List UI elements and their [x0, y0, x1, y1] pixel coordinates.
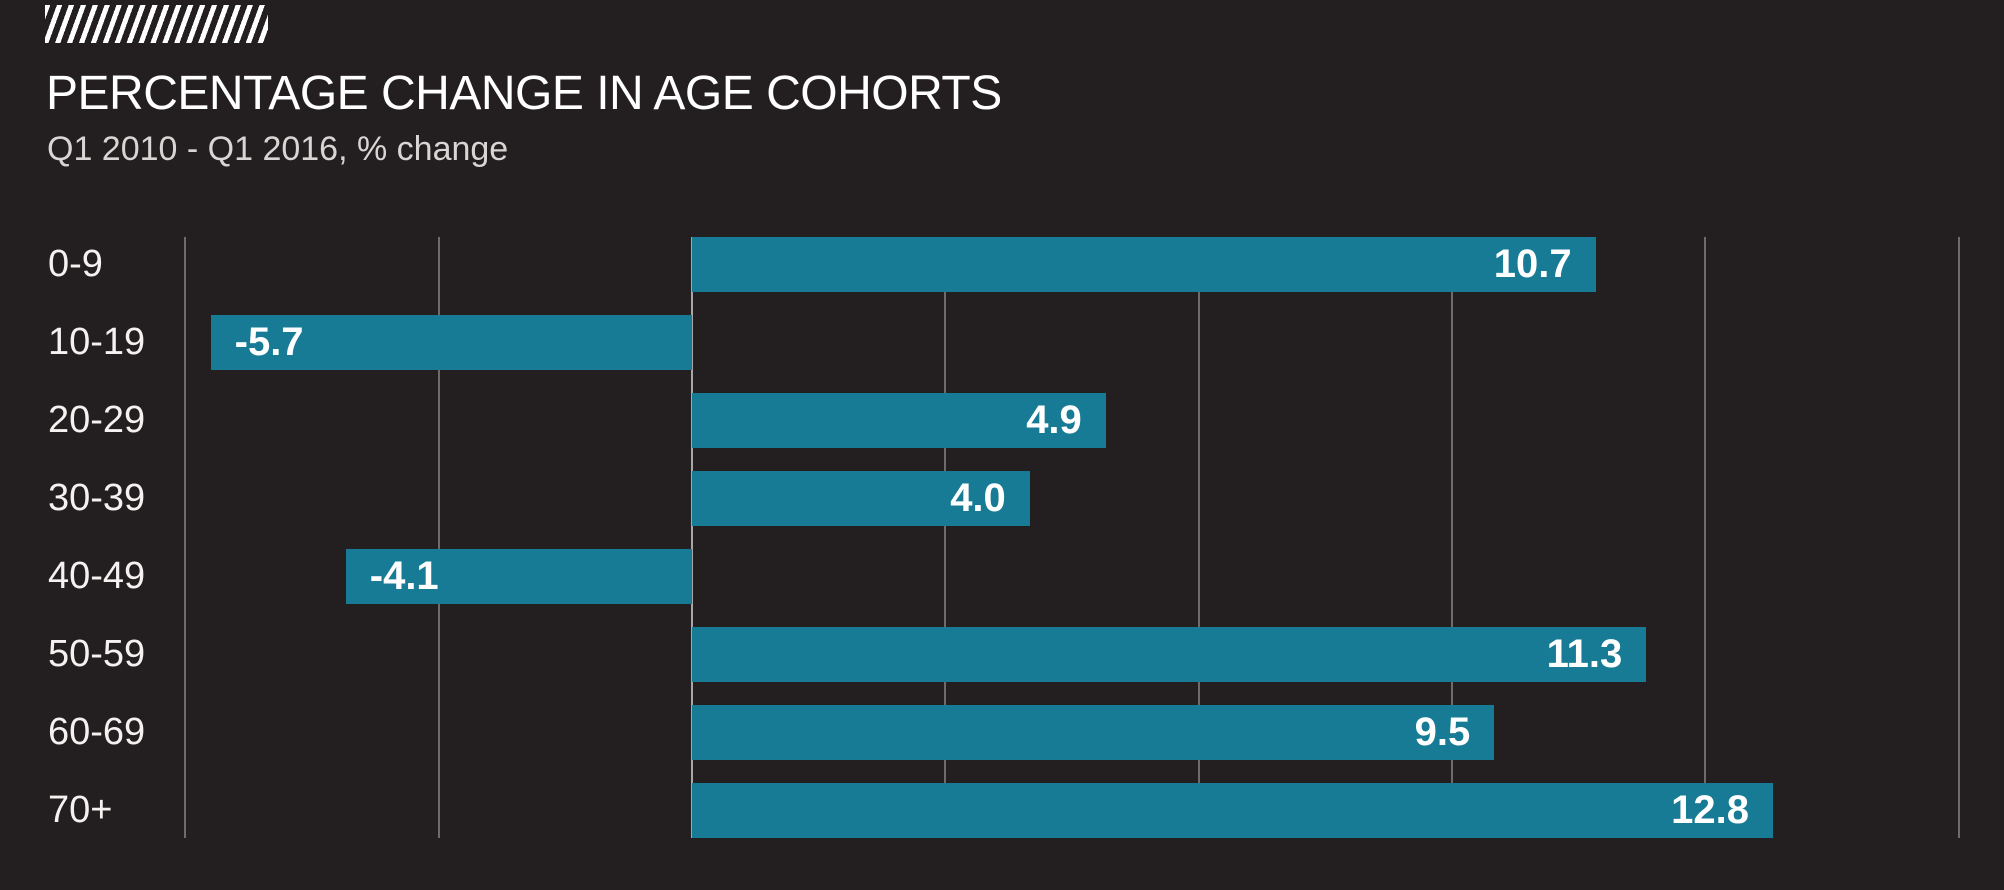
bar: 9.5: [692, 705, 1495, 760]
bar-value-label: -5.7: [234, 320, 304, 364]
bar-value-label: 12.8: [1671, 788, 1749, 832]
bar: -4.1: [345, 549, 692, 604]
bar: -5.7: [210, 315, 692, 370]
bar-value-label: 9.5: [1414, 710, 1471, 754]
bar-value-label: 11.3: [1546, 632, 1623, 676]
category-label: 10-19: [48, 321, 146, 363]
chart-subtitle: Q1 2010 - Q1 2016, % change: [47, 130, 509, 168]
bar-value-label: 4.0: [950, 476, 1006, 520]
diagonal-hatch-icon: [45, 5, 268, 43]
bar-value-label: -4.1: [369, 554, 439, 598]
chart-title: PERCENTAGE CHANGE IN AGE COHORTS: [46, 67, 1002, 120]
gridline: [437, 237, 440, 838]
gridline: [1704, 237, 1707, 838]
bar: 11.3: [692, 627, 1647, 682]
bar-value-label: 10.7: [1493, 242, 1572, 286]
gridline: [1197, 237, 1200, 838]
bar-value-label: 4.9: [1026, 398, 1082, 442]
bar: 10.7: [692, 237, 1596, 292]
category-label: 40-49: [48, 555, 146, 597]
category-label: 20-29: [48, 399, 146, 441]
gridline: [944, 237, 947, 838]
zero-axis-line: [691, 237, 693, 838]
gridline: [184, 237, 187, 838]
category-label: 70+: [48, 789, 113, 831]
category-label: 30-39: [48, 477, 146, 519]
category-label: 0-9: [48, 243, 103, 285]
gridline: [1451, 237, 1454, 838]
category-label: 60-69: [48, 711, 146, 753]
bar: 4.9: [692, 393, 1106, 448]
category-label: 50-59: [48, 633, 146, 675]
gridline: [1957, 237, 1960, 838]
bar: 12.8: [692, 783, 1773, 838]
bar: 4.0: [692, 471, 1030, 526]
